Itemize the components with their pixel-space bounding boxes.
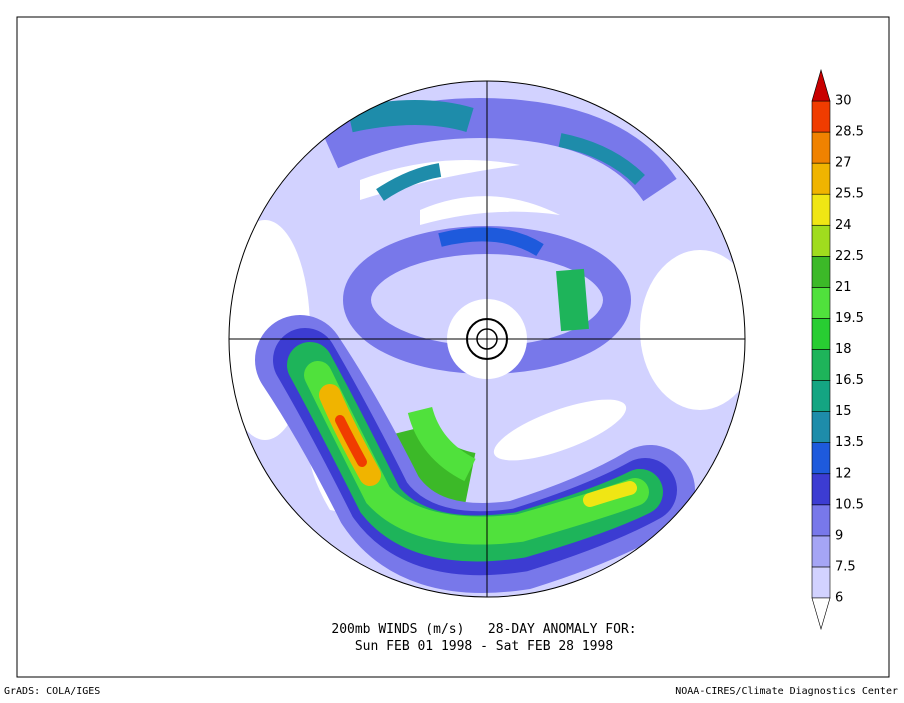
colorbar: 6 7.5 9 10.5 12 13.5 15 16.5 18 19.5 21 22.5 24 25.5 2… [811, 68, 864, 631]
colorbar-label: 27 [835, 156, 852, 171]
colorbar-box [811, 224, 831, 257]
colorbar-box [811, 473, 831, 506]
colorbar-label: 25.5 [835, 187, 864, 202]
colorbar-box [811, 535, 831, 568]
colorbar-label: 21 [835, 280, 852, 295]
colorbar-label: 19.5 [835, 311, 864, 326]
colorbar-label: 18 [835, 342, 852, 357]
title-line: 200mb WINDS (m/s) 28-DAY ANOMALY FOR: [331, 622, 636, 637]
colorbar-box [811, 349, 831, 381]
colorbar-label: 7.5 [835, 559, 856, 574]
colorbar-box [811, 566, 831, 599]
colorbar-label: 22.5 [835, 249, 864, 264]
colorbar-over [811, 68, 831, 102]
colorbar-box [811, 256, 831, 288]
colorbar-box [811, 162, 831, 195]
colorbar-label: 24 [835, 218, 852, 233]
colorbar-label: 10.5 [835, 497, 864, 512]
colorbar-box [811, 411, 831, 443]
colorbar-box [811, 287, 831, 319]
colorbar-label: 12 [835, 466, 852, 481]
colorbar-box [811, 380, 831, 412]
colorbar-box [811, 504, 831, 537]
colorbar-box [811, 193, 831, 226]
title-line: Sun FEB 01 1998 - Sat FEB 28 1998 [355, 639, 613, 654]
colorbar-label: 16.5 [835, 373, 864, 388]
footer-left: GrADS: COLA/IGES [4, 686, 100, 697]
colorbar-box [811, 100, 831, 133]
map-disk [229, 81, 745, 597]
colorbar-label: 28.5 [835, 125, 864, 140]
colorbar-under [811, 597, 831, 631]
colorbar-label: 13.5 [835, 435, 864, 450]
colorbar-label: 6 [835, 591, 843, 606]
colorbar-label: 9 [835, 528, 843, 543]
footer-right: NOAA-CIRES/Climate Diagnostics Center [675, 686, 898, 697]
frame [16, 16, 890, 678]
colorbar-box [811, 442, 831, 475]
colorbar-label: 30 [835, 94, 852, 109]
colorbar-box [811, 318, 831, 350]
colorbar-label: 15 [835, 404, 852, 419]
colorbar-box [811, 131, 831, 164]
